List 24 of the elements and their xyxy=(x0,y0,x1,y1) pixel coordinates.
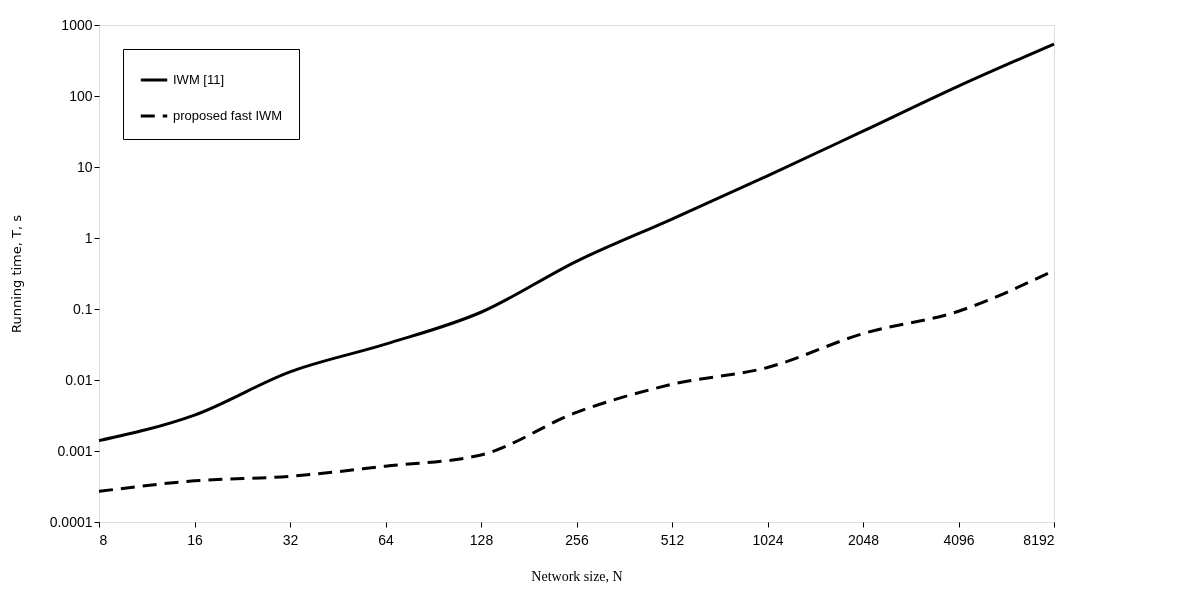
legend-label: IWM [11] xyxy=(173,72,225,87)
x-tick-label: 4096 xyxy=(943,531,975,548)
x-tick-label: 8 xyxy=(99,531,108,548)
y-tick-label: 100 xyxy=(69,87,93,104)
x-tick-label: 64 xyxy=(378,531,394,548)
x-tick-label: 128 xyxy=(469,531,494,548)
x-tick-label: 256 xyxy=(565,531,589,548)
x-axis-title: Network size, N xyxy=(531,568,623,584)
x-tick-label: 8192 xyxy=(1023,531,1055,548)
y-tick-label: 0.1 xyxy=(73,300,93,317)
line-series xyxy=(97,42,1056,443)
legend-label: proposed fast IWM xyxy=(173,108,283,123)
x-tick-label: 32 xyxy=(282,531,299,548)
y-tick-label: 0.001 xyxy=(57,442,93,459)
y-tick-label: 0.01 xyxy=(65,371,93,388)
x-tick-label: 1024 xyxy=(752,531,784,548)
y-axis-title: Running time, T, s xyxy=(8,214,24,334)
x-tick-label: 16 xyxy=(187,531,203,548)
x-tick-label: 512 xyxy=(660,531,685,548)
y-tick-label: 1 xyxy=(84,229,93,246)
y-tick-label: 10 xyxy=(76,158,93,175)
x-tick-label: 2048 xyxy=(847,531,880,548)
y-tick-label: 0.0001 xyxy=(49,513,93,530)
y-tick-label: 1000 xyxy=(61,16,93,33)
